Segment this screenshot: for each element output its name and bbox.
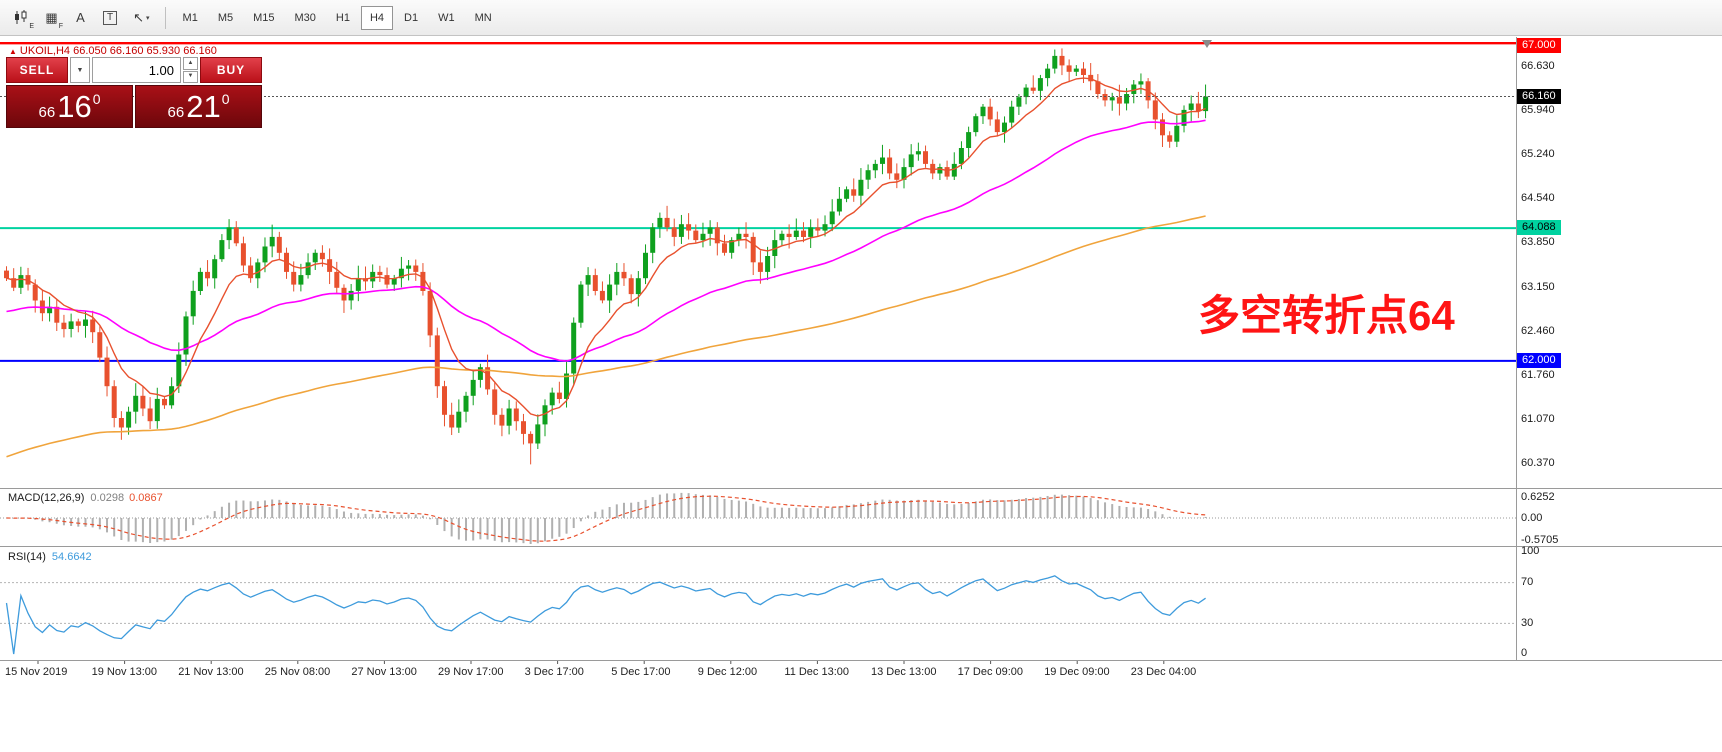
macd-axis-label: -0.5705 <box>1521 534 1559 546</box>
toolbar: E ▦ F A T ↖ ▾ M1 M5 M15 M30 H1 H4 D1 W1 MN <box>0 0 1722 36</box>
volume-dropdown-button[interactable]: ▼ <box>70 57 90 83</box>
timeframe-button-m5[interactable]: M5 <box>209 6 242 30</box>
price-level-badge: 64.088 <box>1517 220 1561 236</box>
timeframe-button-h1[interactable]: H1 <box>327 6 359 30</box>
symbol-info-line: ▲ UKOIL,H4 66.050 66.160 65.930 66.160 <box>9 45 217 57</box>
sell-price-display[interactable]: 66 16 0 <box>6 85 133 128</box>
moving-average-lines <box>6 77 1206 458</box>
time-axis-label: 17 Dec 09:00 <box>957 666 1024 678</box>
rsi-axis-label: 0 <box>1521 647 1528 659</box>
text-box-icon-glyph: T <box>103 10 118 25</box>
time-axis-label: 21 Nov 13:00 <box>178 666 244 678</box>
time-axis-label: 19 Dec 09:00 <box>1044 666 1110 678</box>
macd-axis-label: 0.00 <box>1521 512 1543 524</box>
chart-shift-marker <box>1202 40 1212 48</box>
chart-annotation-text: 多空转折点64 <box>1198 292 1455 339</box>
chevron-down-icon: ▾ <box>146 14 150 22</box>
buy-price-pip: 0 <box>221 91 230 107</box>
time-axis-label: 25 Nov 08:00 <box>264 666 331 678</box>
time-axis-ticks <box>37 661 1165 664</box>
macd-panel <box>0 492 1516 544</box>
price-axis-label: 64.540 <box>1521 192 1555 205</box>
candlestick-chart-icon[interactable]: E <box>6 5 36 31</box>
buy-price-display[interactable]: 66 21 0 <box>135 85 262 128</box>
time-axis-label: 27 Nov 13:00 <box>351 666 417 678</box>
macd-axis-label: 0.6252 <box>1521 491 1555 503</box>
volume-stepper: ▲ ▼ <box>183 57 198 83</box>
grid-icon[interactable]: ▦ F <box>38 5 65 31</box>
symbol-ohlc-text: UKOIL,H4 66.050 66.160 65.930 66.160 <box>19 45 217 57</box>
text-label-icon[interactable]: A <box>67 5 94 31</box>
horizontal-level-lines <box>0 41 1516 362</box>
rsi-axis-label: 30 <box>1521 617 1534 629</box>
chevron-down-icon: ▼ <box>76 66 84 74</box>
macd-indicator-label: MACD(12,26,9) 0.0298 0.0867 <box>8 492 163 504</box>
time-axis-label: 29 Nov 17:00 <box>438 666 504 678</box>
buy-price-main: 21 <box>186 89 221 124</box>
volume-input[interactable] <box>92 57 181 83</box>
rsi-name: RSI(14) <box>8 551 46 563</box>
toolbar-icon-group: E ▦ F A T ↖ ▾ <box>5 5 158 31</box>
timeframe-button-group: M1 M5 M15 M30 H1 H4 D1 W1 MN <box>173 5 502 30</box>
cursor-tool-icon-glyph: ↖ <box>133 9 145 25</box>
price-axis-label: 60.370 <box>1521 457 1555 470</box>
timeframe-button-m1[interactable]: M1 <box>174 6 207 30</box>
text-box-icon[interactable]: T <box>96 5 124 31</box>
time-axis-label: 5 Dec 17:00 <box>611 666 671 678</box>
time-axis-label: 9 Dec 12:00 <box>697 666 758 678</box>
rsi-value: 54.6642 <box>51 551 92 563</box>
time-axis-label: 23 Dec 04:00 <box>1130 666 1197 678</box>
price-axis-label: 63.850 <box>1521 236 1555 249</box>
one-click-trade-panel: SELL ▼ ▲ ▼ BUY 66 16 0 66 21 0 <box>6 57 262 128</box>
time-axis-label: 3 Dec 17:00 <box>524 666 584 678</box>
price-axis-label: 66.630 <box>1521 59 1555 72</box>
time-axis-label: 11 Dec 13:00 <box>784 666 850 678</box>
timeframe-button-h4[interactable]: H4 <box>360 5 394 30</box>
trade-order-row: SELL ▼ ▲ ▼ BUY <box>6 57 262 83</box>
panel-separators <box>0 37 1722 661</box>
macd-signal-value: 0.0867 <box>129 492 163 504</box>
sell-button[interactable]: SELL <box>6 57 68 83</box>
price-level-badge: 67.000 <box>1517 38 1561 53</box>
volume-increment-button[interactable]: ▲ <box>183 57 198 70</box>
trade-quote-row: 66 16 0 66 21 0 <box>6 85 262 128</box>
sell-price-prefix: 66 <box>38 104 56 121</box>
icon-sub-label: E <box>29 22 34 30</box>
sell-price-pip: 0 <box>92 91 101 107</box>
candlestick-glyph <box>15 10 27 24</box>
price-axis-label: 63.150 <box>1521 280 1555 293</box>
timeframe-button-w1[interactable]: W1 <box>429 6 464 30</box>
volume-decrement-button[interactable]: ▼ <box>183 70 198 83</box>
price-axis-label: 61.070 <box>1521 412 1555 425</box>
macd-name: MACD(12,26,9) <box>8 492 85 504</box>
price-level-badge: 62.000 <box>1517 352 1561 368</box>
rsi-axis-label: 70 <box>1521 576 1534 588</box>
sell-price-main: 16 <box>57 89 92 124</box>
icon-sub-label: F <box>58 22 63 30</box>
buy-button[interactable]: BUY <box>200 57 262 83</box>
price-axis-label: 65.940 <box>1521 103 1555 116</box>
timeframe-button-mn[interactable]: MN <box>466 6 501 30</box>
rsi-axis-label: 100 <box>1521 545 1540 557</box>
timeframe-button-d1[interactable]: D1 <box>395 6 427 30</box>
time-axis-label: 15 Nov 2019 <box>5 666 68 678</box>
price-axis-label: 61.760 <box>1521 369 1555 382</box>
time-axis-label: 19 Nov 13:00 <box>91 666 158 678</box>
price-level-badge: 66.160 <box>1517 88 1561 104</box>
buy-price-prefix: 66 <box>167 104 185 121</box>
macd-main-value: 0.0298 <box>90 492 125 504</box>
rsi-indicator-label: RSI(14) 54.6642 <box>8 551 92 563</box>
timeframe-button-m30[interactable]: M30 <box>286 6 325 30</box>
symbol-marker-icon: ▲ <box>9 47 17 56</box>
timeframe-button-m15[interactable]: M15 <box>244 6 283 30</box>
price-axis-label: 62.460 <box>1521 324 1555 337</box>
cursor-tool-icon[interactable]: ↖ ▾ <box>126 5 156 31</box>
time-axis-label: 13 Dec 13:00 <box>871 666 937 678</box>
text-label-icon-glyph: A <box>76 10 85 25</box>
price-axis-label: 65.240 <box>1521 147 1555 160</box>
grid-icon-glyph: ▦ <box>45 9 58 25</box>
rsi-panel <box>0 575 1516 655</box>
toolbar-separator <box>164 6 166 29</box>
